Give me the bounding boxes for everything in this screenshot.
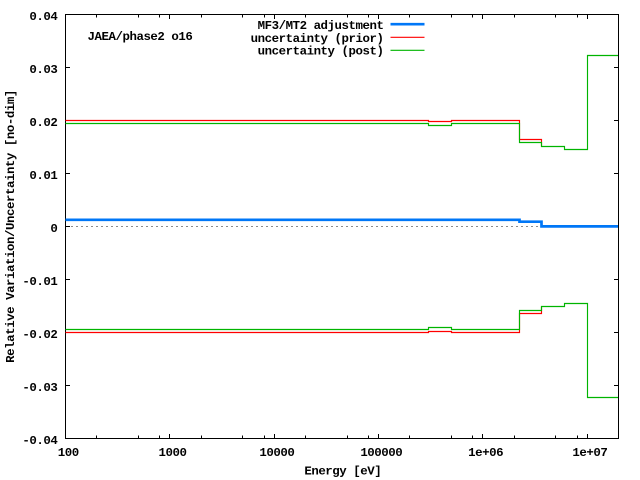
svg-text:1000: 1000 [159,446,187,460]
svg-text:-0.01: -0.01 [22,275,57,289]
svg-text:-0.04: -0.04 [22,434,58,448]
svg-text:0.02: 0.02 [29,116,57,130]
svg-text:100000: 100000 [360,446,402,460]
svg-text:0.04: 0.04 [29,10,58,24]
svg-text:-0.03: -0.03 [22,381,57,395]
svg-text:10000: 10000 [259,446,294,460]
svg-text:Energy [eV]: Energy [eV] [304,465,381,479]
svg-text:MF3/MT2 adjustment: MF3/MT2 adjustment [258,19,384,33]
svg-text:1e+06: 1e+06 [468,446,503,460]
svg-text:0.03: 0.03 [29,63,57,77]
svg-text:100: 100 [58,446,79,460]
svg-text:-0.02: -0.02 [22,328,57,342]
svg-text:uncertainty (post): uncertainty (post) [258,45,384,59]
svg-text:0: 0 [50,222,57,236]
svg-text:Relative Variation/Uncertainty: Relative Variation/Uncertainty [no-dim] [4,90,18,363]
svg-text:0.01: 0.01 [29,169,57,183]
svg-text:1e+07: 1e+07 [572,446,607,460]
svg-text:uncertainty (prior): uncertainty (prior) [251,32,384,46]
svg-text:JAEA/phase2 o16: JAEA/phase2 o16 [88,30,193,44]
